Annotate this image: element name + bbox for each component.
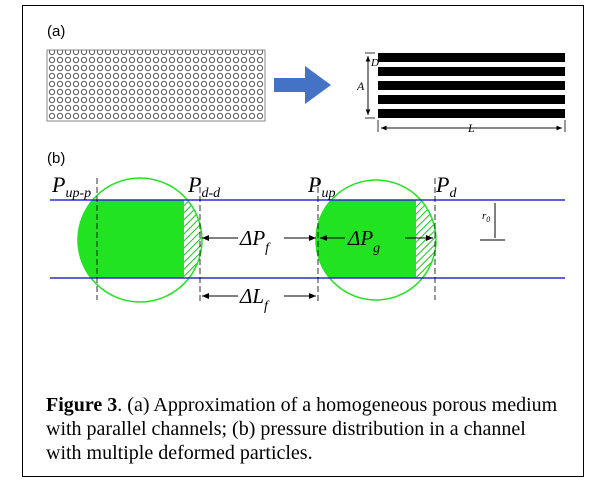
- panel-label: (b): [47, 150, 65, 167]
- radius-label: r0: [482, 210, 490, 224]
- caption: Figure 3. (a) Approximation of a homogen…: [46, 393, 566, 465]
- caption-bold: Figure 3: [46, 394, 117, 416]
- arrow: [274, 66, 331, 104]
- panel-label: (a): [47, 23, 65, 40]
- caption-text: . (a) Approximation of a homogeneous por…: [46, 394, 557, 464]
- porous-medium: [47, 50, 265, 121]
- drop-label: ΔPf: [239, 226, 271, 256]
- dim-label: A: [356, 79, 365, 93]
- pressure-label: Pd-d: [187, 172, 221, 201]
- pressure-label: Pd: [435, 172, 457, 201]
- pressure-label: Pup-p: [51, 172, 91, 201]
- channels: [378, 53, 565, 118]
- page: (a) D A L (b): [0, 0, 604, 484]
- dimension-lines: [365, 53, 565, 132]
- dim-label: L: [467, 121, 475, 135]
- pressure-label: Pup: [307, 172, 335, 201]
- dim-label: D: [370, 57, 379, 69]
- drop-label: ΔLf: [239, 284, 270, 314]
